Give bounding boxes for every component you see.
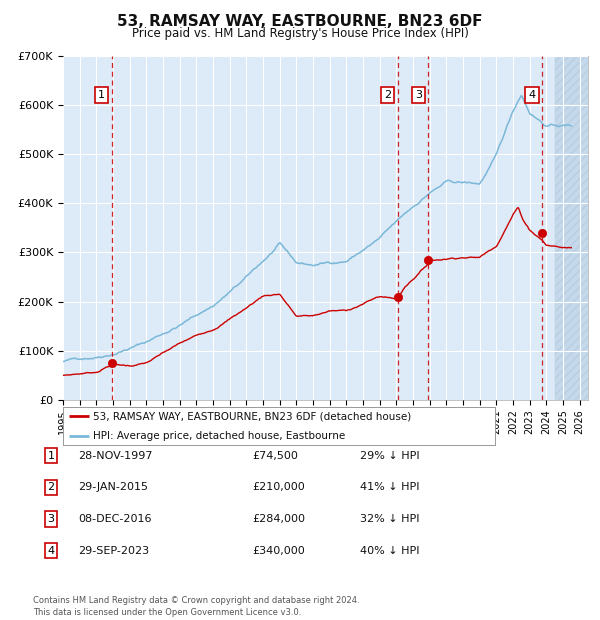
- Text: 1: 1: [98, 91, 105, 100]
- Text: £284,000: £284,000: [252, 514, 305, 524]
- Text: £210,000: £210,000: [252, 482, 305, 492]
- Text: 2: 2: [384, 91, 391, 100]
- Text: 32% ↓ HPI: 32% ↓ HPI: [360, 514, 419, 524]
- Text: 29% ↓ HPI: 29% ↓ HPI: [360, 451, 419, 461]
- Text: 53, RAMSAY WAY, EASTBOURNE, BN23 6DF: 53, RAMSAY WAY, EASTBOURNE, BN23 6DF: [117, 14, 483, 29]
- Text: HPI: Average price, detached house, Eastbourne: HPI: Average price, detached house, East…: [93, 430, 346, 441]
- Text: 4: 4: [47, 546, 55, 556]
- Text: 4: 4: [529, 91, 536, 100]
- Text: Contains HM Land Registry data © Crown copyright and database right 2024.
This d: Contains HM Land Registry data © Crown c…: [33, 596, 359, 617]
- Text: Price paid vs. HM Land Registry's House Price Index (HPI): Price paid vs. HM Land Registry's House …: [131, 27, 469, 40]
- Text: 3: 3: [415, 91, 422, 100]
- Text: 1: 1: [47, 451, 55, 461]
- Bar: [554, 56, 588, 400]
- Text: 40% ↓ HPI: 40% ↓ HPI: [360, 546, 419, 556]
- Text: 53, RAMSAY WAY, EASTBOURNE, BN23 6DF (detached house): 53, RAMSAY WAY, EASTBOURNE, BN23 6DF (de…: [93, 411, 412, 422]
- Text: 29-JAN-2015: 29-JAN-2015: [78, 482, 148, 492]
- Text: £340,000: £340,000: [252, 546, 305, 556]
- Text: 28-NOV-1997: 28-NOV-1997: [78, 451, 152, 461]
- Text: 41% ↓ HPI: 41% ↓ HPI: [360, 482, 419, 492]
- Text: 08-DEC-2016: 08-DEC-2016: [78, 514, 151, 524]
- Text: 3: 3: [47, 514, 55, 524]
- Text: 2: 2: [47, 482, 55, 492]
- Text: £74,500: £74,500: [252, 451, 298, 461]
- Text: 29-SEP-2023: 29-SEP-2023: [78, 546, 149, 556]
